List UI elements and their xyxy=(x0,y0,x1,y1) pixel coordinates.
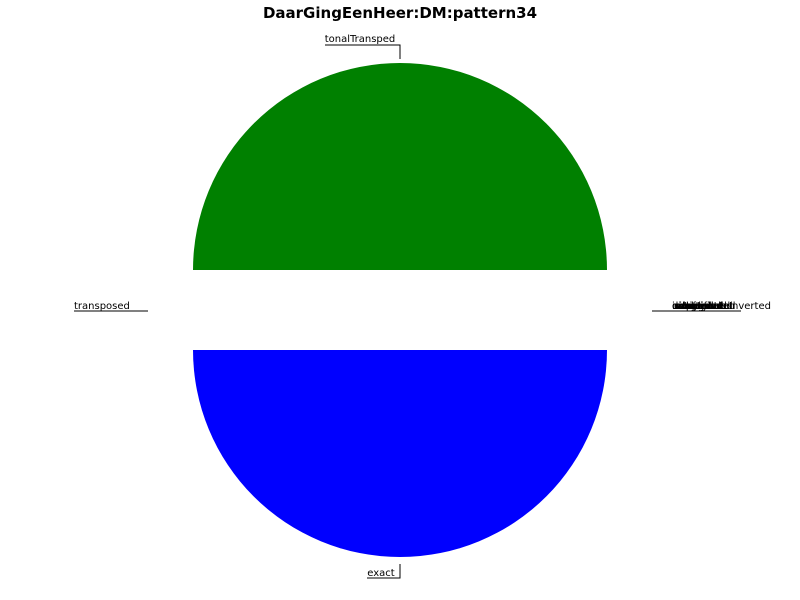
label-right-10: other xyxy=(676,301,704,312)
label-right-6: elaborated xyxy=(676,301,730,312)
slice-exact xyxy=(193,350,607,557)
label-exact: exact xyxy=(367,568,395,579)
chart-title: DaarGingEenHeer:DM:pattern34 xyxy=(263,4,537,22)
label-right-4: diminished xyxy=(672,301,727,312)
label-right-5: simplified xyxy=(674,301,722,312)
label-tonalTransped: tonalTransped xyxy=(325,34,396,45)
pie-slices xyxy=(193,63,607,557)
label-transposed: transposed xyxy=(74,301,130,312)
label-right-7: shifted xyxy=(678,301,712,312)
leader-tonalTransped xyxy=(325,44,401,59)
label-right-9: expanded xyxy=(674,301,724,312)
leader-exact xyxy=(367,564,401,579)
label-right-1: retrograde xyxy=(674,301,727,312)
label-right-3: augmented xyxy=(678,301,735,312)
label-right-0: inverted xyxy=(672,301,714,312)
label-right-2: retrogradeInverted xyxy=(676,301,771,312)
label-right-8: compressed xyxy=(672,301,733,312)
slice-tonalTransped xyxy=(193,63,607,270)
pie-labels: tonalTransped transposed exact invertedretr… xyxy=(74,34,771,579)
